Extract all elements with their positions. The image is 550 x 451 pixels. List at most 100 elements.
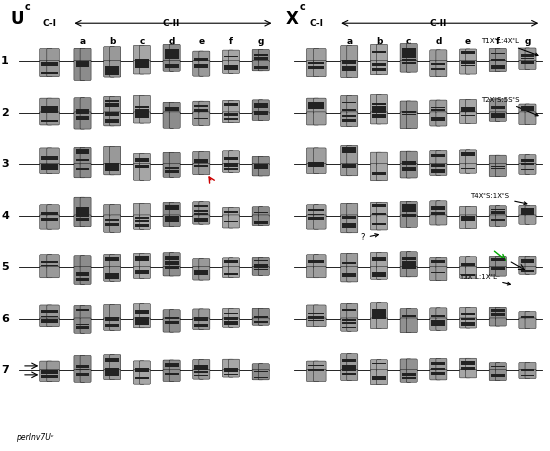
FancyBboxPatch shape [169,44,180,62]
Bar [82,218,90,221]
Bar [254,164,261,166]
Bar [194,317,202,318]
FancyBboxPatch shape [314,49,326,62]
FancyBboxPatch shape [430,215,441,225]
Bar [520,63,528,64]
Bar [520,259,528,262]
FancyBboxPatch shape [163,44,174,62]
Bar [112,324,119,326]
FancyBboxPatch shape [110,215,121,232]
FancyBboxPatch shape [489,369,500,381]
FancyBboxPatch shape [40,49,52,62]
FancyBboxPatch shape [229,308,240,320]
Bar [164,170,172,173]
Bar [135,106,142,108]
Bar [141,165,149,168]
Bar [171,261,179,265]
Bar [105,103,113,107]
Bar [171,107,179,110]
Bar [254,59,261,60]
Bar [201,105,208,107]
FancyBboxPatch shape [496,215,507,226]
FancyBboxPatch shape [466,308,477,320]
Bar [497,53,505,55]
Bar [372,69,379,71]
Bar [315,209,324,211]
Bar [431,117,439,121]
Bar [201,270,208,272]
Bar [468,367,475,370]
Bar [135,317,142,319]
Bar [461,313,469,315]
FancyBboxPatch shape [406,101,417,114]
Bar [171,54,179,57]
FancyBboxPatch shape [525,104,536,114]
Bar [372,223,379,225]
Bar [520,369,528,371]
FancyBboxPatch shape [169,310,180,320]
Text: g: g [524,37,531,46]
FancyBboxPatch shape [163,215,174,226]
Bar [468,318,475,320]
FancyBboxPatch shape [400,101,411,114]
Bar [135,220,142,221]
Bar [201,118,208,120]
Bar [308,66,317,69]
Bar [194,58,202,61]
Bar [491,115,498,118]
Bar [171,167,179,169]
Bar [171,208,179,210]
Bar [372,376,379,380]
Bar [105,373,113,376]
Bar [527,261,535,262]
Bar [164,321,172,324]
Bar [378,272,386,274]
Bar [224,211,232,213]
FancyBboxPatch shape [252,267,263,275]
Bar [41,212,51,215]
Bar [431,260,439,263]
Bar [408,114,416,115]
Bar [254,54,261,55]
FancyBboxPatch shape [519,104,530,114]
Bar [342,216,350,219]
Bar [75,149,83,153]
FancyBboxPatch shape [252,60,263,71]
Bar [141,64,149,68]
Bar [260,164,268,166]
FancyBboxPatch shape [74,369,85,382]
Bar [438,212,446,216]
FancyBboxPatch shape [169,253,180,268]
FancyBboxPatch shape [430,267,441,281]
Bar [224,273,232,275]
Text: C-II: C-II [163,18,180,28]
Bar [135,165,142,168]
FancyBboxPatch shape [103,369,114,380]
Bar [308,259,317,262]
FancyBboxPatch shape [133,46,144,62]
Text: 5: 5 [1,262,9,272]
Bar [224,165,232,167]
FancyBboxPatch shape [110,254,121,268]
FancyBboxPatch shape [436,258,447,268]
Bar [497,267,505,268]
FancyBboxPatch shape [229,369,240,377]
FancyBboxPatch shape [133,203,144,217]
Bar [48,375,58,378]
FancyBboxPatch shape [133,253,144,268]
Bar [461,265,469,266]
Bar [75,159,83,161]
FancyBboxPatch shape [192,258,204,268]
FancyBboxPatch shape [489,155,500,165]
Bar [164,261,172,265]
Bar [75,309,83,311]
FancyBboxPatch shape [222,369,233,377]
Bar [520,54,528,57]
FancyBboxPatch shape [347,46,358,62]
Bar [378,110,386,113]
FancyBboxPatch shape [229,318,240,327]
Bar [349,275,356,276]
FancyBboxPatch shape [347,112,358,127]
FancyBboxPatch shape [519,48,530,62]
FancyBboxPatch shape [347,163,358,176]
